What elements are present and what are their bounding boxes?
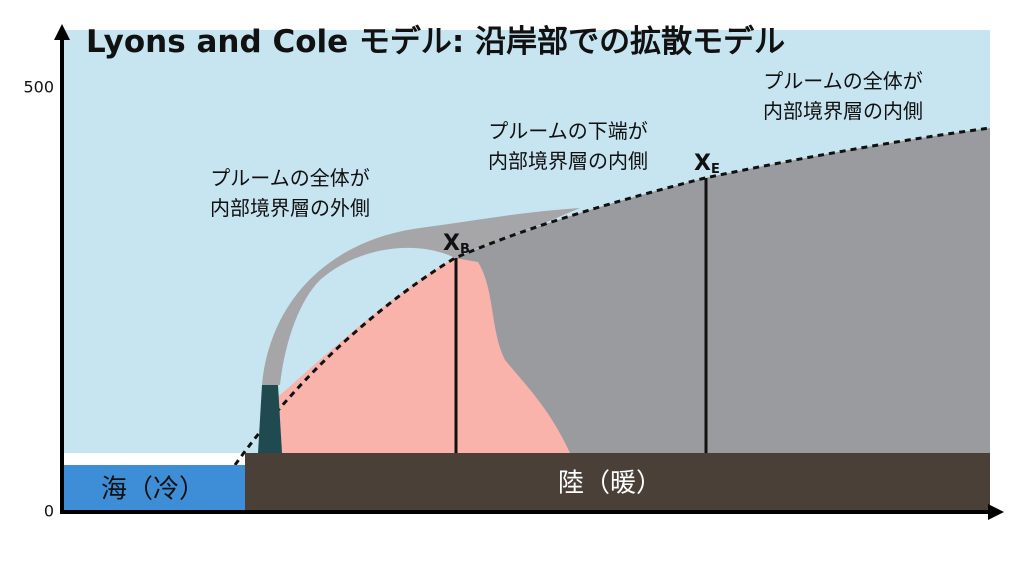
marker-subscript: B xyxy=(460,242,470,257)
annotation-line: プルームの全体が xyxy=(210,166,369,190)
annotation-line: 内部境界層の内側 xyxy=(488,149,648,173)
annotation-line: プルームの下端が xyxy=(488,119,647,143)
marker-symbol: X xyxy=(443,231,460,256)
land-label: 陸（暖） xyxy=(558,469,662,499)
internal-boundary-layer xyxy=(233,126,991,466)
annotations: プルームの全体が内部境界層の外側プルームの下端が内部境界層の内側プルームの全体が… xyxy=(210,69,923,257)
plume-in-layer xyxy=(262,258,570,453)
marker-subscript: E xyxy=(711,162,720,177)
title: Lyons and Cole モデル: 沿岸部での拡散モデル xyxy=(86,24,785,60)
annotation-line: プルームの全体が xyxy=(763,69,922,93)
land xyxy=(245,453,990,512)
marker-symbol: X xyxy=(694,151,711,176)
plume xyxy=(262,208,580,385)
marker-label: XE xyxy=(694,151,720,177)
y-arrow xyxy=(54,24,70,40)
annotation-line: 内部境界層の内側 xyxy=(763,99,923,123)
tick-label: 0 xyxy=(44,502,54,521)
annotation-line: 内部境界層の外側 xyxy=(210,196,370,220)
marker-label: XB xyxy=(443,231,470,257)
x-arrow xyxy=(988,504,1004,520)
chimney xyxy=(258,385,282,453)
sea-label: 海（冷） xyxy=(101,475,205,505)
inside-boundary-layer xyxy=(455,128,990,453)
sea xyxy=(62,465,245,512)
tick-label: 500 xyxy=(23,78,54,97)
